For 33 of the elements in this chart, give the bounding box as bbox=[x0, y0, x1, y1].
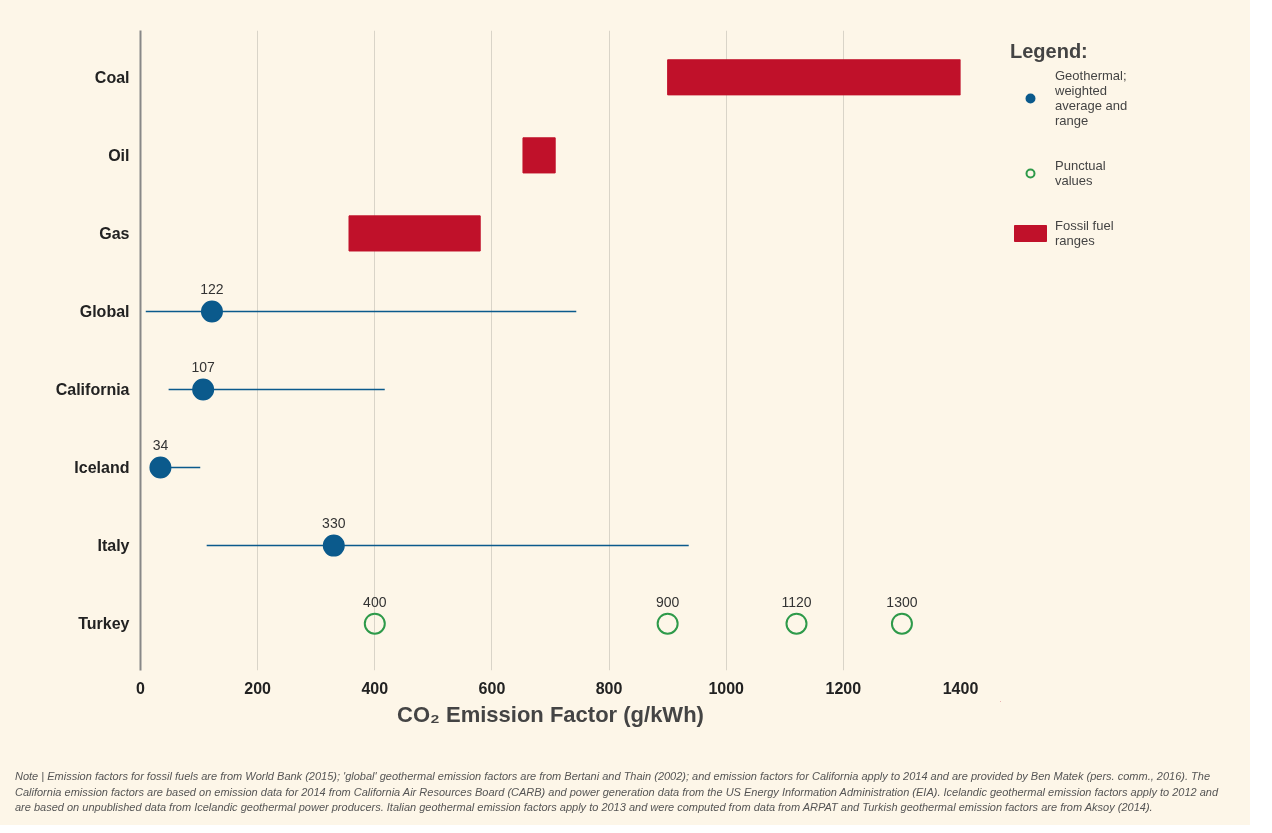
legend-label: Punctual values bbox=[1055, 158, 1107, 188]
bar bbox=[348, 215, 481, 252]
x-tick-label: 0 bbox=[136, 679, 146, 697]
data-label: 122 bbox=[200, 281, 224, 298]
x-tick-label: 600 bbox=[478, 679, 506, 697]
x-tick-label: 1000 bbox=[708, 679, 745, 697]
y-tick-label: Coal bbox=[94, 68, 130, 86]
y-tick-label: Iceland bbox=[74, 459, 130, 477]
data-label: 400 bbox=[363, 593, 387, 610]
data-label: 900 bbox=[655, 593, 680, 610]
y-tick-label: California bbox=[55, 381, 130, 399]
x-tick-label: 400 bbox=[361, 679, 389, 697]
y-tick-label: Italy bbox=[97, 537, 130, 555]
bar bbox=[522, 137, 556, 174]
data-label: 107 bbox=[191, 359, 216, 376]
data-label: 1300 bbox=[886, 593, 918, 610]
data-label: 1120 bbox=[781, 593, 812, 610]
legend-title: Legend: bbox=[1010, 40, 1089, 63]
y-tick-label: Global bbox=[79, 302, 130, 320]
x-tick-label: 1400 bbox=[942, 679, 979, 697]
x-tick-label: 800 bbox=[595, 679, 623, 697]
text: Note | Emission factors for fossil fuels are from World Bank (2015); 'global' geothermal emission factors are from Bertani and Thain (2002); and emission factors for California apply to 2014 and are provided by Ben Matek (pers. comm., 2016). The California emission factors are based on emission data for 2014 from California Air Resources Board (CARB) and power generation data from the US Energy Information Administration (EIA). Icelandic geothermal emission factors apply to 2012 and are based on unpublished data from Icelandic geothermal power producers. Italian geothermal emission factors apply to 2013 and were computed from data from ARPAT and Turkish geothermal emission factors are from Aksoy (2014). bbox=[15, 769, 1220, 816]
legend-label: Fossil fuel ranges bbox=[1055, 218, 1115, 248]
y-tick-label: Turkey bbox=[78, 615, 130, 633]
data-label: 34 bbox=[152, 437, 169, 454]
legend-label: Geothermal; weighted average and range bbox=[1055, 68, 1129, 128]
y-tick-label: Gas bbox=[99, 224, 130, 242]
x-tick-label: 200 bbox=[244, 679, 272, 697]
data-label: 330 bbox=[322, 515, 346, 532]
y-tick-label: Oil bbox=[108, 146, 130, 164]
x-axis-title: CO₂ Emission Factor (g/kWh) bbox=[397, 701, 704, 727]
x-tick-label: 1200 bbox=[825, 679, 862, 697]
bar bbox=[667, 59, 961, 96]
